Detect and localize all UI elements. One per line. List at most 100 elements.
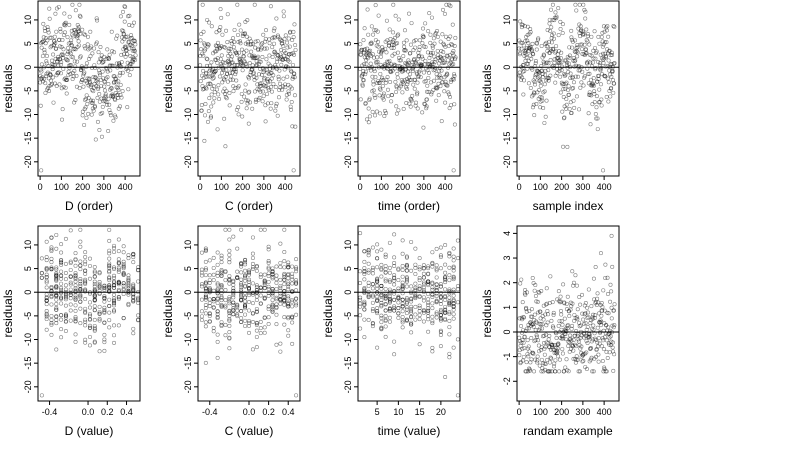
y-tick-label: 10	[183, 15, 193, 25]
data-point	[393, 63, 398, 68]
data-point	[219, 294, 224, 299]
data-point	[199, 314, 204, 319]
data-point	[524, 369, 529, 374]
data-point	[255, 82, 260, 87]
data-point	[254, 75, 259, 80]
data-point	[203, 302, 208, 307]
data-point	[110, 49, 115, 54]
data-point	[291, 35, 296, 40]
data-point	[59, 296, 64, 301]
data-point	[362, 287, 367, 292]
data-point	[358, 280, 363, 285]
data-point	[86, 111, 91, 116]
x-tick-label: 10	[393, 407, 403, 417]
data-point	[582, 351, 587, 356]
data-point	[558, 19, 563, 24]
data-point	[588, 77, 593, 82]
data-point	[530, 314, 535, 319]
data-point	[44, 327, 49, 332]
data-point	[387, 240, 392, 245]
data-point	[571, 85, 576, 90]
data-point	[40, 54, 45, 59]
data-point	[100, 110, 105, 115]
data-point	[400, 67, 405, 72]
data-point	[451, 293, 456, 298]
data-point	[247, 330, 252, 335]
data-point	[584, 366, 589, 371]
data-point	[258, 89, 263, 94]
data-point	[233, 67, 238, 72]
data-point	[608, 53, 613, 58]
data-point	[442, 89, 447, 94]
data-point	[366, 317, 371, 322]
data-point	[239, 261, 244, 266]
data-point	[600, 359, 605, 364]
data-point	[215, 332, 220, 337]
data-point	[217, 74, 222, 79]
data-point	[530, 41, 535, 46]
data-point	[83, 33, 88, 38]
data-point	[395, 41, 400, 46]
data-point	[111, 118, 116, 123]
data-point	[127, 23, 132, 28]
data-point	[539, 79, 544, 84]
data-point	[46, 76, 51, 81]
data-point	[442, 11, 447, 16]
data-point	[270, 298, 275, 303]
data-point	[575, 74, 580, 79]
data-point	[266, 284, 271, 289]
data-point	[78, 244, 83, 249]
data-point	[286, 36, 291, 41]
data-point	[126, 284, 131, 289]
data-point	[435, 48, 440, 53]
data-point	[451, 268, 456, 273]
data-point	[415, 90, 420, 95]
data-point	[102, 337, 107, 342]
data-point	[99, 96, 104, 101]
y-tick-label: -5	[23, 87, 33, 95]
data-point	[379, 315, 384, 320]
data-point	[375, 59, 380, 64]
data-point	[274, 297, 279, 302]
data-point	[421, 295, 426, 300]
data-point	[243, 262, 248, 267]
data-point	[285, 74, 290, 79]
data-point	[266, 260, 271, 265]
data-point	[602, 367, 607, 372]
data-point	[207, 81, 212, 86]
data-point	[385, 38, 390, 43]
data-point	[45, 38, 50, 43]
data-point	[68, 62, 73, 67]
data-point	[44, 311, 49, 316]
y-tick-label: -15	[343, 357, 353, 370]
data-point	[416, 69, 421, 74]
data-point	[429, 92, 434, 97]
data-point	[451, 258, 456, 263]
data-point	[546, 312, 551, 317]
data-point	[57, 82, 62, 87]
data-point	[107, 269, 112, 274]
data-point	[94, 16, 99, 21]
data-point	[83, 105, 88, 110]
data-point	[73, 279, 78, 284]
data-point	[263, 28, 268, 33]
data-point	[611, 61, 616, 66]
data-point	[239, 298, 244, 303]
data-point	[215, 289, 220, 294]
data-point	[426, 308, 431, 313]
data-point	[598, 251, 603, 256]
data-point	[569, 326, 574, 331]
data-point	[79, 79, 84, 84]
data-point	[547, 17, 552, 22]
data-point	[136, 313, 141, 318]
data-point	[434, 310, 439, 315]
data-point	[118, 82, 123, 87]
data-point	[433, 31, 438, 36]
data-point	[539, 289, 544, 294]
y-tick-label: -5	[343, 312, 353, 320]
data-point	[534, 41, 539, 46]
data-point	[385, 87, 390, 92]
data-point	[54, 307, 59, 312]
